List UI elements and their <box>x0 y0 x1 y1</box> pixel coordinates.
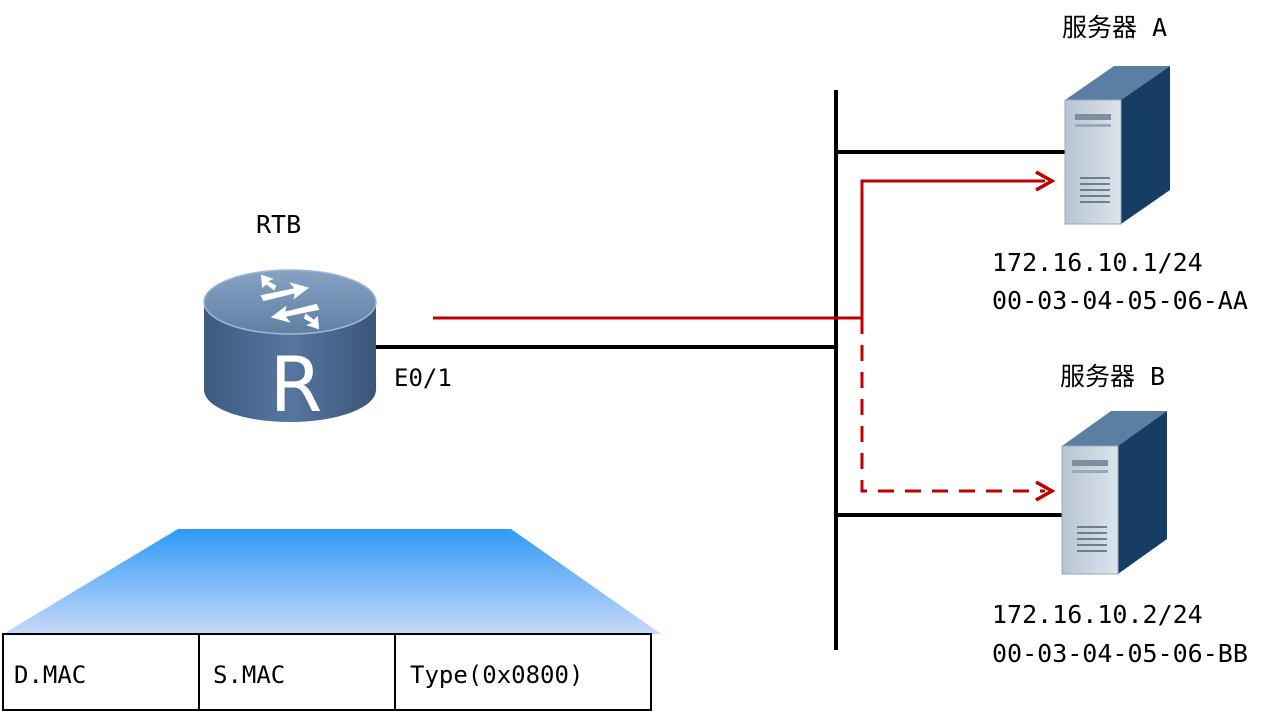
server-a-vents <box>1080 177 1110 203</box>
server-b-top <box>1062 411 1167 446</box>
router-arrows-icon <box>260 274 320 330</box>
flood-path-to-b <box>860 318 1045 493</box>
server-a-top <box>1065 66 1170 100</box>
server-b-front <box>1061 445 1119 575</box>
router-top <box>204 270 376 334</box>
server-icon <box>1061 411 1167 575</box>
server-b-drive <box>1072 460 1108 466</box>
router-body <box>204 302 376 422</box>
server-icon <box>1064 66 1170 225</box>
server-b-vents <box>1077 526 1107 552</box>
router-name: RTB <box>256 210 301 239</box>
traffic-paths <box>433 170 1056 502</box>
ethernet-frame: D.MAC S.MAC Type(0x0800) <box>2 529 661 711</box>
frame-field-smac: S.MAC <box>213 661 285 689</box>
server-a-side <box>1121 66 1170 224</box>
frame-table <box>2 633 652 711</box>
arrow-head-icon <box>1035 480 1056 502</box>
server-a-drive <box>1075 124 1111 127</box>
server-a-front <box>1064 99 1122 225</box>
arrow-head-icon <box>1035 170 1056 192</box>
server-b-name: 服务器 B <box>1060 362 1165 391</box>
router-top-rim <box>203 269 377 335</box>
server-b-mac: 00-03-04-05-06-BB <box>992 639 1248 668</box>
frame-field-type: Type(0x0800) <box>410 661 583 689</box>
frame-zoom-trapezoid <box>3 529 661 634</box>
server-a-ip: 172.16.10.1/24 <box>992 248 1203 277</box>
router-letter-icon: R <box>270 340 323 429</box>
server-b-drive <box>1072 470 1108 473</box>
frame-field-dmac: D.MAC <box>14 661 86 689</box>
server-a-mac: 00-03-04-05-06-AA <box>992 286 1248 315</box>
router-interface-label: E0/1 <box>394 364 452 392</box>
links <box>368 90 1065 650</box>
server-a-drive <box>1075 114 1111 120</box>
router-icon: R <box>203 269 377 429</box>
server-b-ip: 172.16.10.2/24 <box>992 600 1203 629</box>
unicast-path-to-a <box>433 179 1045 320</box>
server-a-name: 服务器 A <box>1062 13 1167 42</box>
server-b-side <box>1118 411 1167 574</box>
